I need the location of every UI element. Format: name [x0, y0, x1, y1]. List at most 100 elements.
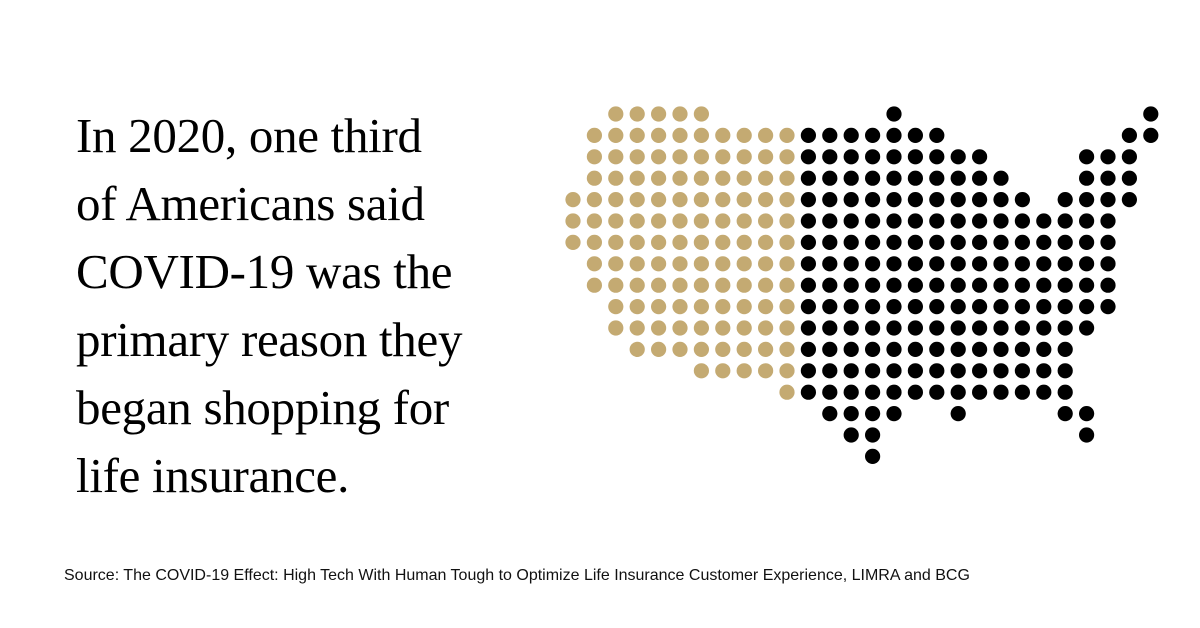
map-dot	[886, 192, 902, 208]
map-dot	[800, 384, 817, 400]
map-dot	[907, 320, 924, 336]
map-dot-highlight	[736, 149, 752, 165]
map-dot	[950, 192, 966, 208]
map-dot	[1100, 149, 1116, 165]
map-dot	[907, 192, 924, 208]
map-dot-highlight	[693, 170, 710, 186]
map-dot	[843, 341, 859, 357]
map-dot-highlight	[693, 277, 710, 293]
map-dot	[907, 234, 924, 250]
map-dot-highlight	[651, 213, 667, 229]
map-dot	[993, 299, 1009, 315]
map-dot-highlight	[736, 256, 752, 272]
map-dot	[1014, 341, 1030, 357]
map-dot-highlight	[586, 234, 603, 250]
map-dot-highlight	[672, 192, 688, 208]
map-dot	[800, 149, 817, 165]
map-dot	[1014, 363, 1030, 379]
map-dot	[1079, 427, 1095, 443]
map-dot	[1057, 363, 1073, 379]
map-dot-highlight	[736, 234, 752, 250]
map-dot	[886, 299, 902, 315]
map-dot	[822, 170, 838, 186]
map-dot	[929, 234, 945, 250]
map-dot-highlight	[715, 256, 731, 272]
map-dot	[1036, 341, 1052, 357]
map-dot	[907, 149, 924, 165]
map-dot-highlight	[715, 234, 731, 250]
map-dot	[886, 277, 902, 293]
map-dot-highlight	[629, 192, 645, 208]
headline-line: began shopping for	[76, 380, 449, 435]
map-dot	[800, 320, 817, 336]
map-dot-highlight	[758, 127, 774, 143]
map-dot	[822, 341, 838, 357]
map-dot-highlight	[715, 192, 731, 208]
map-dot-highlight	[672, 106, 688, 122]
map-dot	[865, 170, 881, 186]
map-dot	[886, 149, 902, 165]
map-dot	[950, 341, 966, 357]
map-dot-highlight	[715, 320, 731, 336]
map-dot	[886, 106, 902, 122]
map-dot-highlight	[651, 234, 667, 250]
map-dot-highlight	[672, 299, 688, 315]
map-dot	[865, 213, 881, 229]
map-dot-highlight	[758, 299, 774, 315]
map-dot	[1100, 299, 1116, 315]
map-dot-highlight	[693, 299, 710, 315]
map-dot-highlight	[672, 213, 688, 229]
map-dot	[972, 149, 988, 165]
map-dot	[907, 341, 924, 357]
map-dot-highlight	[629, 320, 645, 336]
map-dot	[1036, 363, 1052, 379]
map-dot-highlight	[779, 299, 795, 315]
map-dot-highlight	[736, 299, 752, 315]
map-dot-highlight	[758, 170, 774, 186]
map-dot	[843, 127, 859, 143]
map-dot	[1100, 277, 1116, 293]
map-dot-highlight	[758, 277, 774, 293]
map-dot-highlight	[651, 170, 667, 186]
map-dot	[972, 256, 988, 272]
map-dot-highlight	[586, 192, 603, 208]
map-dot	[1036, 234, 1052, 250]
map-dot	[1143, 106, 1159, 122]
headline: In 2020, one third of Americans said COV…	[76, 102, 566, 510]
map-dot-highlight	[586, 127, 603, 143]
map-dot	[1036, 320, 1052, 336]
map-dot	[886, 213, 902, 229]
map-dot	[993, 170, 1009, 186]
map-dot	[843, 192, 859, 208]
map-dot-highlight	[586, 170, 603, 186]
map-dot-highlight	[565, 192, 581, 208]
map-dot-highlight	[779, 363, 795, 379]
map-dot-highlight	[715, 277, 731, 293]
map-dot	[993, 213, 1009, 229]
map-dot	[1079, 213, 1095, 229]
map-dot	[865, 384, 881, 400]
map-dot	[1057, 299, 1073, 315]
map-dot	[800, 277, 817, 293]
map-dot	[1036, 277, 1052, 293]
map-dot	[865, 277, 881, 293]
map-dot	[972, 320, 988, 336]
map-dot	[865, 299, 881, 315]
map-dot	[907, 384, 924, 400]
map-dot-highlight	[651, 149, 667, 165]
map-dot	[822, 363, 838, 379]
map-dot-highlight	[779, 320, 795, 336]
map-dot	[1057, 384, 1073, 400]
map-dot-highlight	[758, 213, 774, 229]
map-dot	[865, 192, 881, 208]
map-dot	[1014, 320, 1030, 336]
map-dot-highlight	[608, 320, 624, 336]
map-dot	[843, 170, 859, 186]
map-dot	[843, 277, 859, 293]
map-dot	[1014, 299, 1030, 315]
map-dot-highlight	[672, 277, 688, 293]
map-dot	[972, 192, 988, 208]
map-dot	[886, 170, 902, 186]
map-dot	[822, 127, 838, 143]
map-dot-highlight	[715, 363, 731, 379]
